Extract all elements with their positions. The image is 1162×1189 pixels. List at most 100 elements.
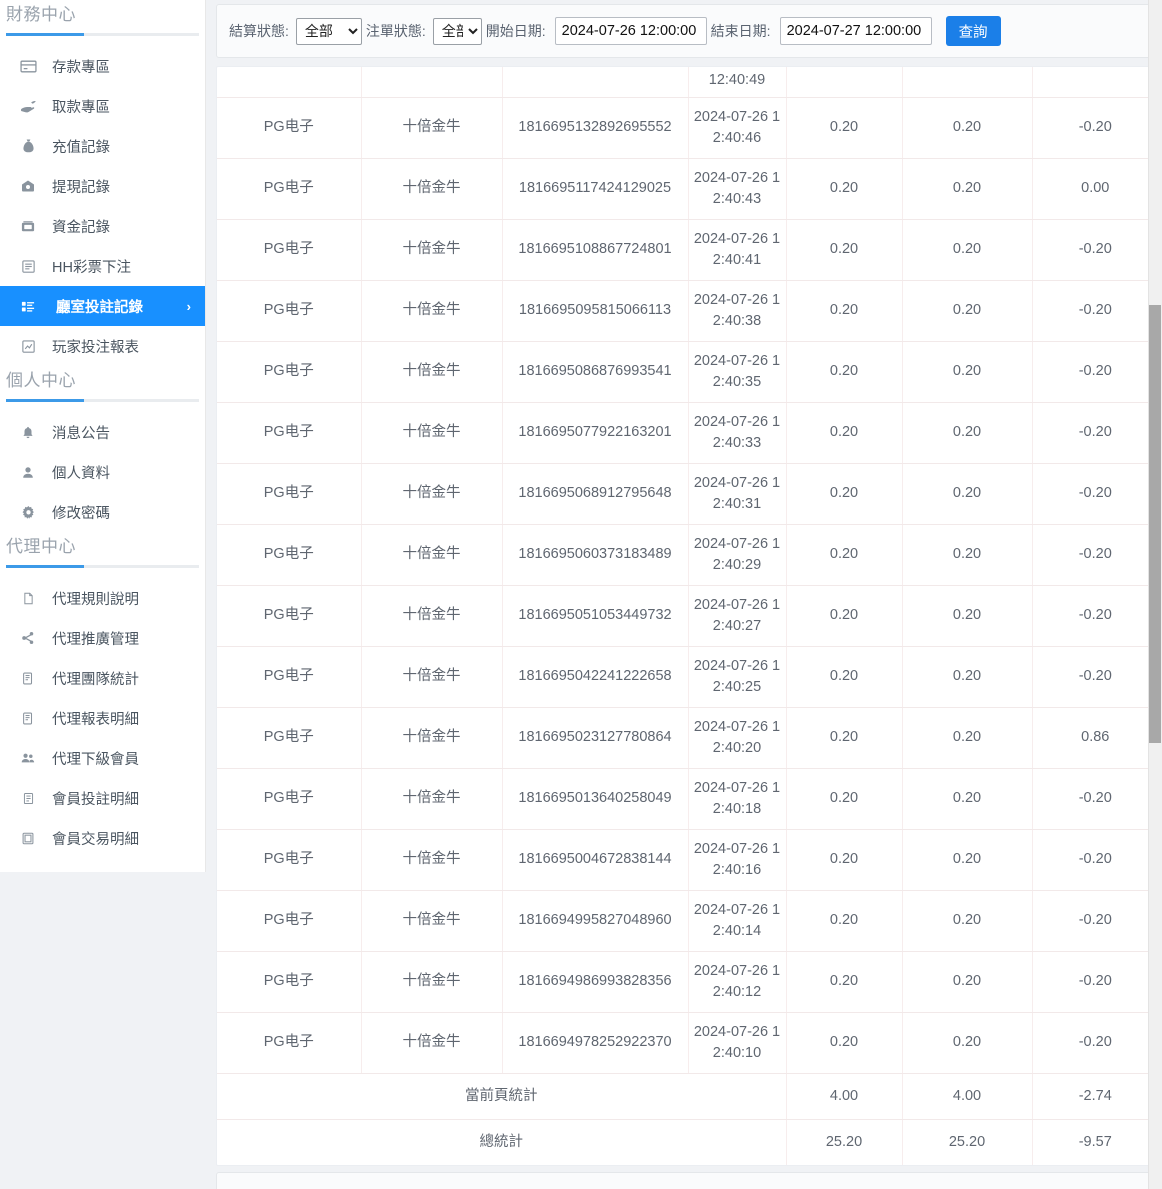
cell-bet: 0.20 — [786, 158, 903, 220]
sidebar-item-withdraw-area[interactable]: 取款專區 — [0, 86, 205, 126]
sidebar-item-hh-lottery[interactable]: HH彩票下注 — [0, 246, 205, 286]
cell-game: 十倍金牛 — [361, 463, 503, 525]
sidebar-item-change-password[interactable]: 修改密碼 — [0, 492, 205, 532]
document-icon — [18, 591, 38, 606]
hand-cash-icon — [18, 98, 38, 115]
end-date-input[interactable] — [779, 17, 932, 45]
cell-platform: PG电子 — [217, 219, 362, 281]
page-scrollbar-thumb[interactable] — [1149, 305, 1161, 743]
cell-valid-bet: 0.20 — [902, 707, 1033, 769]
summary-valid-bet: 25.20 — [902, 1119, 1033, 1165]
sidebar-item-funds-record[interactable]: 資金記錄 — [0, 206, 205, 246]
table-row[interactable]: PG电子 十倍金牛 1816695108867724801 2024-07-26 12… — [217, 219, 1156, 281]
table-row[interactable]: PG电子 十倍金牛 1816694995827048960 2024-07-26 12… — [217, 890, 1156, 952]
table-row[interactable]: PG电子 十倍金牛 1816695095815066113 2024-07-26 12… — [217, 280, 1156, 342]
cell-bet: 0.20 — [786, 707, 903, 769]
sidebar-item-label: 取款專區 — [52, 99, 110, 116]
table-row[interactable]: PG电子 十倍金牛 1816695132892695552 2024-07-26 12… — [217, 97, 1156, 159]
cell-platform: PG电子 — [217, 463, 362, 525]
sidebar-item-label: 個人資料 — [52, 465, 110, 482]
cell-time: 12:40:49 — [688, 67, 787, 98]
cell-game: 十倍金牛 — [361, 341, 503, 403]
table-row[interactable]: PG电子 十倍金牛 1816695023127780864 2024-07-26 12… — [217, 707, 1156, 769]
sidebar-item-member-bet-detail[interactable]: 會員投註明細 — [0, 778, 205, 818]
cell-bet: 0.20 — [786, 768, 903, 830]
table-row[interactable]: PG电子 十倍金牛 1816695013640258049 2024-07-26 12… — [217, 768, 1156, 830]
cell-payout: 0.86 — [1032, 707, 1156, 769]
sidebar-item-label: 會員交易明細 — [52, 831, 139, 848]
cell-platform: PG电子 — [217, 402, 362, 464]
sidebar-item-profile[interactable]: 個人資料 — [0, 452, 205, 492]
cell-platform: PG电子 — [217, 707, 362, 769]
sidebar-menu-finance: 存款專區 取款專區 充值記錄 提現記錄 資金記錄 — [0, 46, 205, 366]
cell-bet: 0.20 — [786, 524, 903, 586]
sidebar-item-label: 資金記錄 — [52, 219, 110, 236]
sidebar-item-recharge-record[interactable]: 充值記錄 — [0, 126, 205, 166]
table-row[interactable]: PG电子 十倍金牛 1816695077922163201 2024-07-26 12… — [217, 402, 1156, 464]
sidebar-item-agent-promotion[interactable]: 代理推廣管理 — [0, 618, 205, 658]
cell-time: 2024-07-26 12:40:18 — [688, 768, 787, 830]
table-row[interactable]: PG电子 十倍金牛 1816694986993828356 2024-07-26 12… — [217, 951, 1156, 1013]
cell-game: 十倍金牛 — [361, 829, 503, 891]
cell-payout: -0.20 — [1032, 890, 1156, 952]
table-row-partial[interactable]: 12:40:49 — [217, 67, 1156, 98]
page-scrollbar[interactable] — [1148, 0, 1162, 1189]
sidebar-item-agent-members[interactable]: 代理下級會員 — [0, 738, 205, 778]
order-status-select[interactable]: 全部 — [432, 17, 482, 45]
chart-box-icon — [18, 339, 38, 354]
sidebar-item-hall-bet-records[interactable]: 廳室投註記錄 › — [0, 286, 205, 326]
table-row[interactable]: PG电子 十倍金牛 1816695042241222658 2024-07-26 12… — [217, 646, 1156, 708]
cell-game: 十倍金牛 — [361, 219, 503, 281]
cell-valid-bet: 0.20 — [902, 829, 1033, 891]
cell-time: 2024-07-26 12:40:29 — [688, 524, 787, 586]
cell-order-id: 1816695042241222658 — [502, 646, 689, 708]
sidebar-item-agent-team-stats[interactable]: 代理團隊統計 — [0, 658, 205, 698]
cell-time: 2024-07-26 12:40:25 — [688, 646, 787, 708]
cell-valid-bet: 0.20 — [902, 219, 1033, 281]
cell-time: 2024-07-26 12:40:41 — [688, 219, 787, 281]
sidebar-item-label: 玩家投注報表 — [52, 339, 139, 356]
cell-payout: -0.20 — [1032, 463, 1156, 525]
cell-valid-bet: 0.20 — [902, 158, 1033, 220]
sidebar-menu-personal: 消息公告 個人資料 修改密碼 — [0, 412, 205, 532]
sidebar-item-agent-rules[interactable]: 代理規則說明 — [0, 578, 205, 618]
table-row[interactable]: PG电子 十倍金牛 1816695051053449732 2024-07-26 12… — [217, 585, 1156, 647]
settle-status-label: 結算狀態: — [229, 23, 289, 39]
table-row[interactable]: PG电子 十倍金牛 1816695004672838144 2024-07-26 12… — [217, 829, 1156, 891]
cell-time: 2024-07-26 12:40:33 — [688, 402, 787, 464]
sidebar-item-label: HH彩票下注 — [52, 259, 131, 276]
sidebar-item-announcements[interactable]: 消息公告 — [0, 412, 205, 452]
start-date-input[interactable] — [554, 17, 707, 45]
wallet-out-icon — [18, 178, 38, 194]
cell-payout: -0.20 — [1032, 280, 1156, 342]
sidebar-item-player-bet-report[interactable]: 玩家投注報表 — [0, 326, 205, 366]
cell-bet: 0.20 — [786, 646, 903, 708]
settle-status-select[interactable]: 全部 — [295, 17, 362, 45]
sidebar-item-member-transaction-detail[interactable]: 會員交易明細 — [0, 818, 205, 858]
cell-game: 十倍金牛 — [361, 707, 503, 769]
table-row[interactable]: PG电子 十倍金牛 1816695117424129025 2024-07-26 12… — [217, 158, 1156, 220]
sidebar-item-agent-report-detail[interactable]: 代理報表明細 — [0, 698, 205, 738]
cell-game: 十倍金牛 — [361, 280, 503, 342]
cell-order-id: 1816695023127780864 — [502, 707, 689, 769]
summary-bet: 25.20 — [786, 1119, 903, 1165]
summary-bet: 4.00 — [786, 1073, 903, 1120]
cell-bet: 0.20 — [786, 1012, 903, 1074]
table-row[interactable]: PG电子 十倍金牛 1816695068912795648 2024-07-26 12… — [217, 463, 1156, 525]
main-content: 結算狀態: 全部 注單狀態: 全部 開始日期: 結束日期: 查詢 — [206, 0, 1162, 1189]
table-row[interactable]: PG电子 十倍金牛 1816694978252922370 2024-07-26 12… — [217, 1012, 1156, 1074]
table-row[interactable]: PG电子 十倍金牛 1816695086876993541 2024-07-26 12… — [217, 341, 1156, 403]
cell-time: 2024-07-26 12:40:43 — [688, 158, 787, 220]
sidebar-item-label: 修改密碼 — [52, 505, 110, 522]
query-button[interactable]: 查詢 — [945, 16, 1001, 46]
table-summary-row: 總統計 25.20 25.20 -9.57 — [217, 1119, 1156, 1165]
sidebar-menu-agent: 代理規則說明 代理推廣管理 代理團隊統計 代理報表明細 代理下級會員 — [0, 578, 205, 858]
sidebar-item-deposit[interactable]: 存款專區 — [0, 46, 205, 86]
cell-order-id: 1816695004672838144 — [502, 829, 689, 891]
table-row[interactable]: PG电子 十倍金牛 1816695060373183489 2024-07-26 12… — [217, 524, 1156, 586]
sidebar-item-withdraw-record[interactable]: 提現記錄 — [0, 166, 205, 206]
sidebar-item-label: 存款專區 — [52, 59, 110, 76]
filter-toolbar: 結算狀態: 全部 注單狀態: 全部 開始日期: 結束日期: 查詢 — [216, 4, 1156, 58]
cell-platform: PG电子 — [217, 97, 362, 159]
